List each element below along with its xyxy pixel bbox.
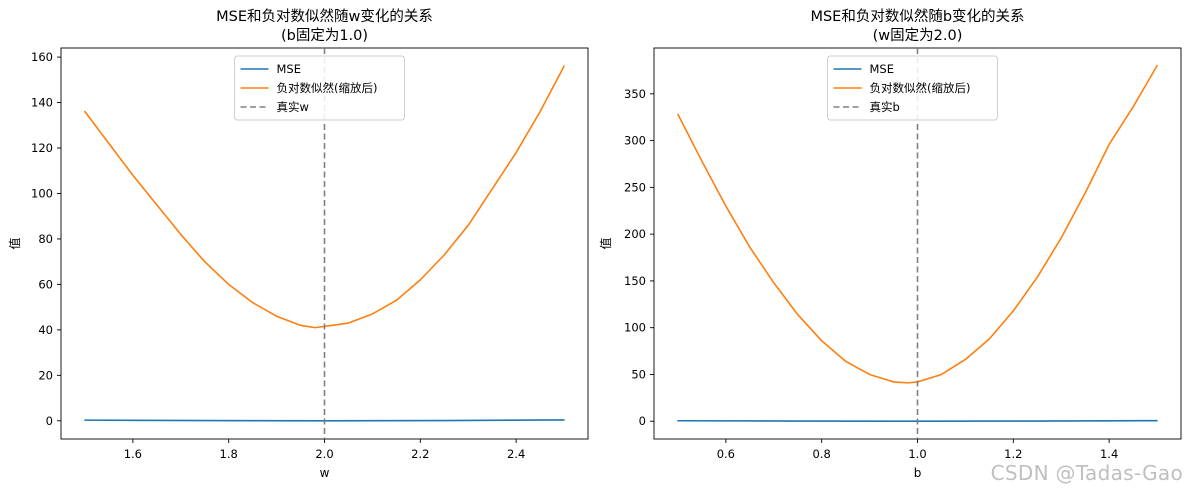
- plot-area: [84, 48, 565, 439]
- y-tick-label: 200: [624, 227, 646, 241]
- x-axis-label: w: [320, 466, 330, 480]
- y-tick-label: 160: [31, 50, 53, 64]
- legend-box: [234, 55, 405, 121]
- y-tick-label: 0: [46, 414, 53, 428]
- y-tick-label: 100: [624, 321, 646, 335]
- plot-area: [677, 48, 1158, 439]
- legend-label: MSE: [277, 62, 302, 76]
- x-tick-label: 1.8: [220, 447, 238, 461]
- watermark: CSDN @Tadas-Gao: [990, 461, 1183, 485]
- y-tick-label: 120: [31, 141, 53, 155]
- x-tick-label: 1.0: [908, 447, 926, 461]
- x-tick-label: 1.4: [1100, 447, 1118, 461]
- x-tick-label: 0.8: [813, 447, 831, 461]
- y-tick-label: 150: [624, 274, 646, 288]
- y-tick-label: 300: [624, 134, 646, 148]
- x-axis-label: b: [914, 466, 922, 480]
- y-axis-label: 值: [7, 237, 22, 249]
- legend-label: 真实w: [277, 100, 309, 114]
- x-tick-label: 0.6: [717, 447, 735, 461]
- y-tick-label: 250: [624, 180, 646, 194]
- legend-label: 负对数似然(缩放后): [277, 81, 378, 95]
- y-tick-label: 60: [38, 277, 53, 291]
- y-tick-label: 50: [631, 367, 646, 381]
- x-tick-label: 1.6: [124, 447, 142, 461]
- x-tick-label: 2.4: [507, 447, 525, 461]
- y-tick-label: 20: [38, 368, 53, 382]
- x-tick-label: 2.2: [411, 447, 429, 461]
- chart-panel-2: MSE和负对数似然随b变化的关系 (w固定为2.0) 0.6 0.8 1.0 1.2 1.4…: [598, 8, 1182, 480]
- chart-title: MSE和负对数似然随b变化的关系: [810, 8, 1024, 25]
- series-line-nll: [677, 64, 1158, 384]
- y-tick-label: 100: [31, 186, 53, 200]
- y-tick-label: 350: [624, 87, 646, 101]
- legend-box: [827, 55, 998, 121]
- y-tick-label: 0: [639, 414, 646, 428]
- y-axis-label: 值: [598, 237, 613, 249]
- y-tick-label: 140: [31, 96, 53, 110]
- legend-label: 负对数似然(缩放后): [870, 81, 971, 95]
- chart-panel-1: MSE和负对数似然随w变化的关系 (b固定为1.0) 1.6 1.8 2.0 2.2 2.4…: [7, 8, 589, 480]
- y-tick-label: 40: [38, 323, 53, 337]
- x-tick-label: 2.0: [315, 447, 333, 461]
- x-tick-label: 1.2: [1004, 447, 1022, 461]
- legend-label: 真实b: [870, 100, 900, 114]
- chart-subtitle: (w固定为2.0): [873, 27, 963, 44]
- series-line-nll: [84, 65, 565, 329]
- y-tick-label: 80: [38, 232, 53, 246]
- chart-subtitle: (b固定为1.0): [281, 27, 368, 44]
- legend-label: MSE: [870, 62, 895, 76]
- chart-title: MSE和负对数似然随w变化的关系: [216, 8, 433, 25]
